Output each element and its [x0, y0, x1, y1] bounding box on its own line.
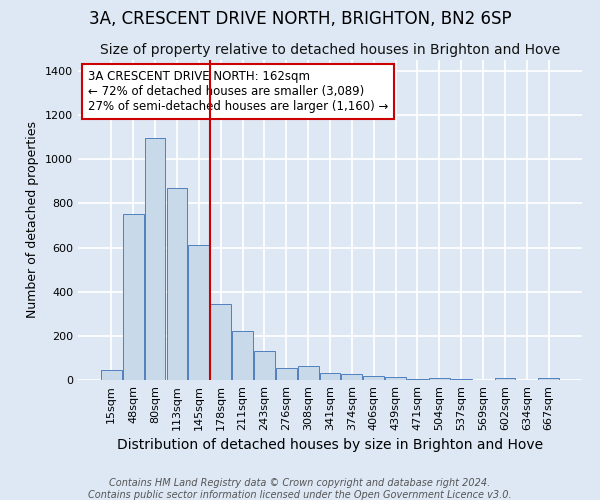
Bar [298, 366, 319, 380]
Bar [364, 376, 384, 380]
Title: Size of property relative to detached houses in Brighton and Hove: Size of property relative to detached ho… [100, 44, 560, 58]
Bar [341, 374, 362, 380]
Bar [232, 331, 253, 380]
Text: 3A CRESCENT DRIVE NORTH: 162sqm
← 72% of detached houses are smaller (3,089)
27%: 3A CRESCENT DRIVE NORTH: 162sqm ← 72% of… [88, 70, 388, 112]
Bar [210, 304, 231, 380]
Bar [123, 214, 143, 380]
Bar [538, 378, 559, 380]
Text: 3A, CRESCENT DRIVE NORTH, BRIGHTON, BN2 6SP: 3A, CRESCENT DRIVE NORTH, BRIGHTON, BN2 … [89, 10, 511, 28]
Bar [145, 138, 166, 380]
Bar [167, 188, 187, 380]
X-axis label: Distribution of detached houses by size in Brighton and Hove: Distribution of detached houses by size … [117, 438, 543, 452]
Bar [320, 374, 340, 380]
Bar [494, 378, 515, 380]
Text: Contains HM Land Registry data © Crown copyright and database right 2024.
Contai: Contains HM Land Registry data © Crown c… [88, 478, 512, 500]
Bar [385, 378, 406, 380]
Bar [407, 379, 428, 380]
Y-axis label: Number of detached properties: Number of detached properties [26, 122, 40, 318]
Bar [429, 378, 450, 380]
Bar [188, 245, 209, 380]
Bar [101, 370, 122, 380]
Bar [276, 368, 296, 380]
Bar [254, 352, 275, 380]
Bar [451, 379, 472, 380]
